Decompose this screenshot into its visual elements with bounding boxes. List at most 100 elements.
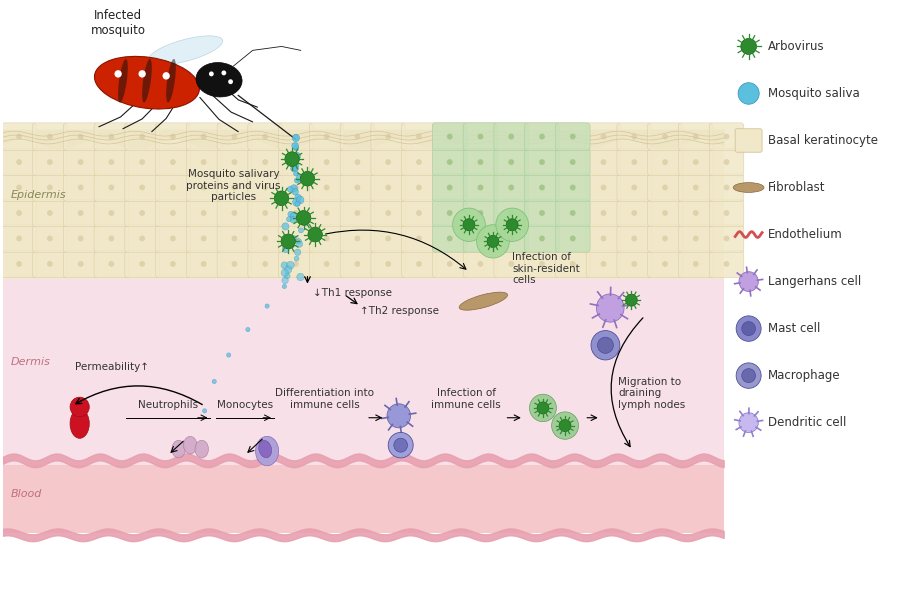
Circle shape [227,353,230,357]
Circle shape [77,159,84,165]
FancyBboxPatch shape [279,148,313,176]
Text: Basal keratinocyte: Basal keratinocyte [768,134,877,147]
FancyBboxPatch shape [494,199,528,227]
Circle shape [292,158,298,165]
FancyBboxPatch shape [2,250,36,278]
Circle shape [140,235,145,241]
FancyBboxPatch shape [371,123,406,150]
Circle shape [508,159,514,165]
FancyBboxPatch shape [648,225,682,252]
FancyBboxPatch shape [3,9,724,142]
Circle shape [662,261,668,267]
Circle shape [293,145,299,150]
FancyBboxPatch shape [464,225,498,252]
Circle shape [570,159,576,165]
Circle shape [632,185,637,191]
FancyBboxPatch shape [125,250,159,278]
Circle shape [281,262,288,269]
Circle shape [262,261,268,267]
Text: Permeability↑: Permeability↑ [75,362,148,372]
Circle shape [693,261,698,267]
Circle shape [662,134,668,139]
FancyBboxPatch shape [525,225,559,252]
FancyBboxPatch shape [464,199,498,227]
Circle shape [109,185,114,191]
FancyBboxPatch shape [648,123,682,150]
Circle shape [539,210,544,216]
Ellipse shape [118,59,128,103]
Circle shape [662,210,668,216]
Circle shape [570,134,576,139]
Circle shape [446,185,453,191]
Circle shape [231,134,238,139]
Circle shape [139,70,146,78]
Circle shape [201,185,206,191]
Circle shape [109,134,114,139]
FancyBboxPatch shape [555,225,590,252]
Circle shape [416,134,422,139]
FancyBboxPatch shape [679,199,713,227]
FancyBboxPatch shape [555,250,590,278]
Ellipse shape [172,440,185,458]
Circle shape [478,159,483,165]
Circle shape [170,134,176,139]
FancyBboxPatch shape [32,199,68,227]
Circle shape [416,159,422,165]
Text: Epidermis: Epidermis [11,191,66,201]
FancyBboxPatch shape [125,225,159,252]
FancyBboxPatch shape [586,199,621,227]
Circle shape [285,152,300,166]
Circle shape [355,134,360,139]
Ellipse shape [196,63,242,97]
Circle shape [294,178,300,183]
Circle shape [539,210,544,216]
Circle shape [570,210,576,216]
FancyBboxPatch shape [586,174,621,201]
Circle shape [478,235,483,241]
Circle shape [508,210,514,216]
FancyBboxPatch shape [679,123,713,150]
Circle shape [16,235,22,241]
FancyBboxPatch shape [217,199,252,227]
FancyBboxPatch shape [63,148,98,176]
FancyBboxPatch shape [494,123,528,150]
Circle shape [539,185,544,191]
FancyBboxPatch shape [555,148,590,176]
Circle shape [508,134,514,139]
Circle shape [170,210,176,216]
Circle shape [290,217,297,223]
FancyBboxPatch shape [679,250,713,278]
Circle shape [570,210,576,216]
Circle shape [598,337,614,353]
Circle shape [724,134,729,139]
Circle shape [693,134,698,139]
FancyBboxPatch shape [555,174,590,201]
Text: Migration to
draining
lymph nodes: Migration to draining lymph nodes [618,376,685,410]
Circle shape [570,185,576,191]
FancyBboxPatch shape [432,199,467,227]
Circle shape [292,142,299,149]
Circle shape [292,189,299,195]
Circle shape [416,261,422,267]
Circle shape [446,210,453,216]
Circle shape [632,235,637,241]
Circle shape [600,210,607,216]
FancyBboxPatch shape [464,174,498,201]
FancyBboxPatch shape [494,174,528,201]
Circle shape [202,409,207,413]
FancyBboxPatch shape [586,250,621,278]
FancyBboxPatch shape [371,148,406,176]
Circle shape [385,210,392,216]
FancyBboxPatch shape [555,123,590,150]
FancyBboxPatch shape [617,225,652,252]
Circle shape [283,245,290,253]
Circle shape [303,220,309,226]
Circle shape [355,159,360,165]
Circle shape [294,256,299,261]
Circle shape [286,217,292,222]
Circle shape [201,235,206,241]
FancyBboxPatch shape [555,174,590,201]
FancyBboxPatch shape [186,123,221,150]
Circle shape [293,185,299,191]
Circle shape [478,210,483,216]
